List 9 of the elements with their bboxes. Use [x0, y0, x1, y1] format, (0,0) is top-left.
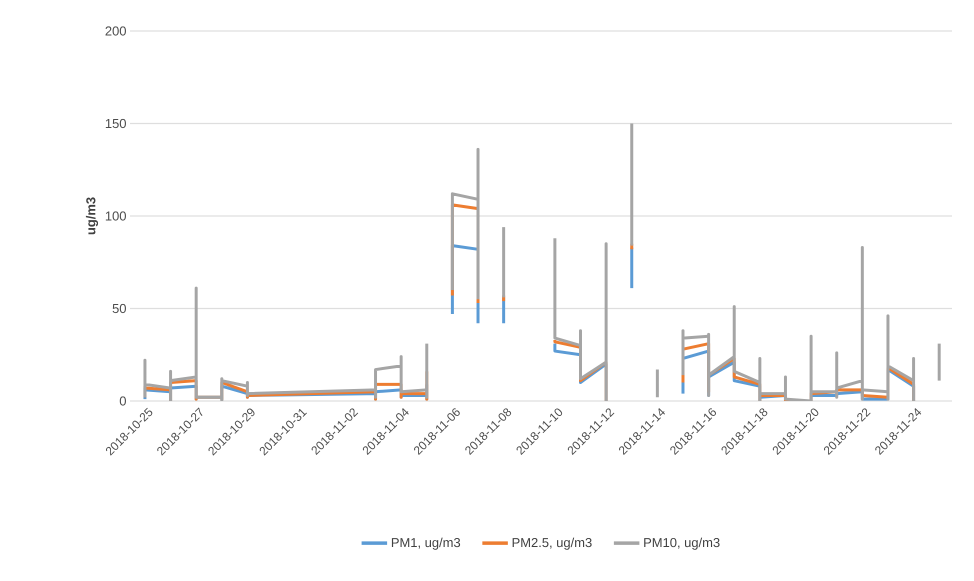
- y-tick-label: 50: [112, 304, 126, 314]
- legend-label: PM1, ug/m3: [392, 538, 460, 550]
- y-axis-title: ug/m3: [86, 197, 98, 234]
- y-tick-label: 0: [120, 396, 126, 406]
- y-tick-label: 100: [106, 211, 126, 221]
- legend-label: PM10, ug/m3: [644, 538, 720, 550]
- legend-label: PM2.5, ug/m3: [512, 538, 592, 550]
- y-tick-label: 150: [106, 118, 126, 128]
- y-tick-label: 200: [106, 26, 126, 36]
